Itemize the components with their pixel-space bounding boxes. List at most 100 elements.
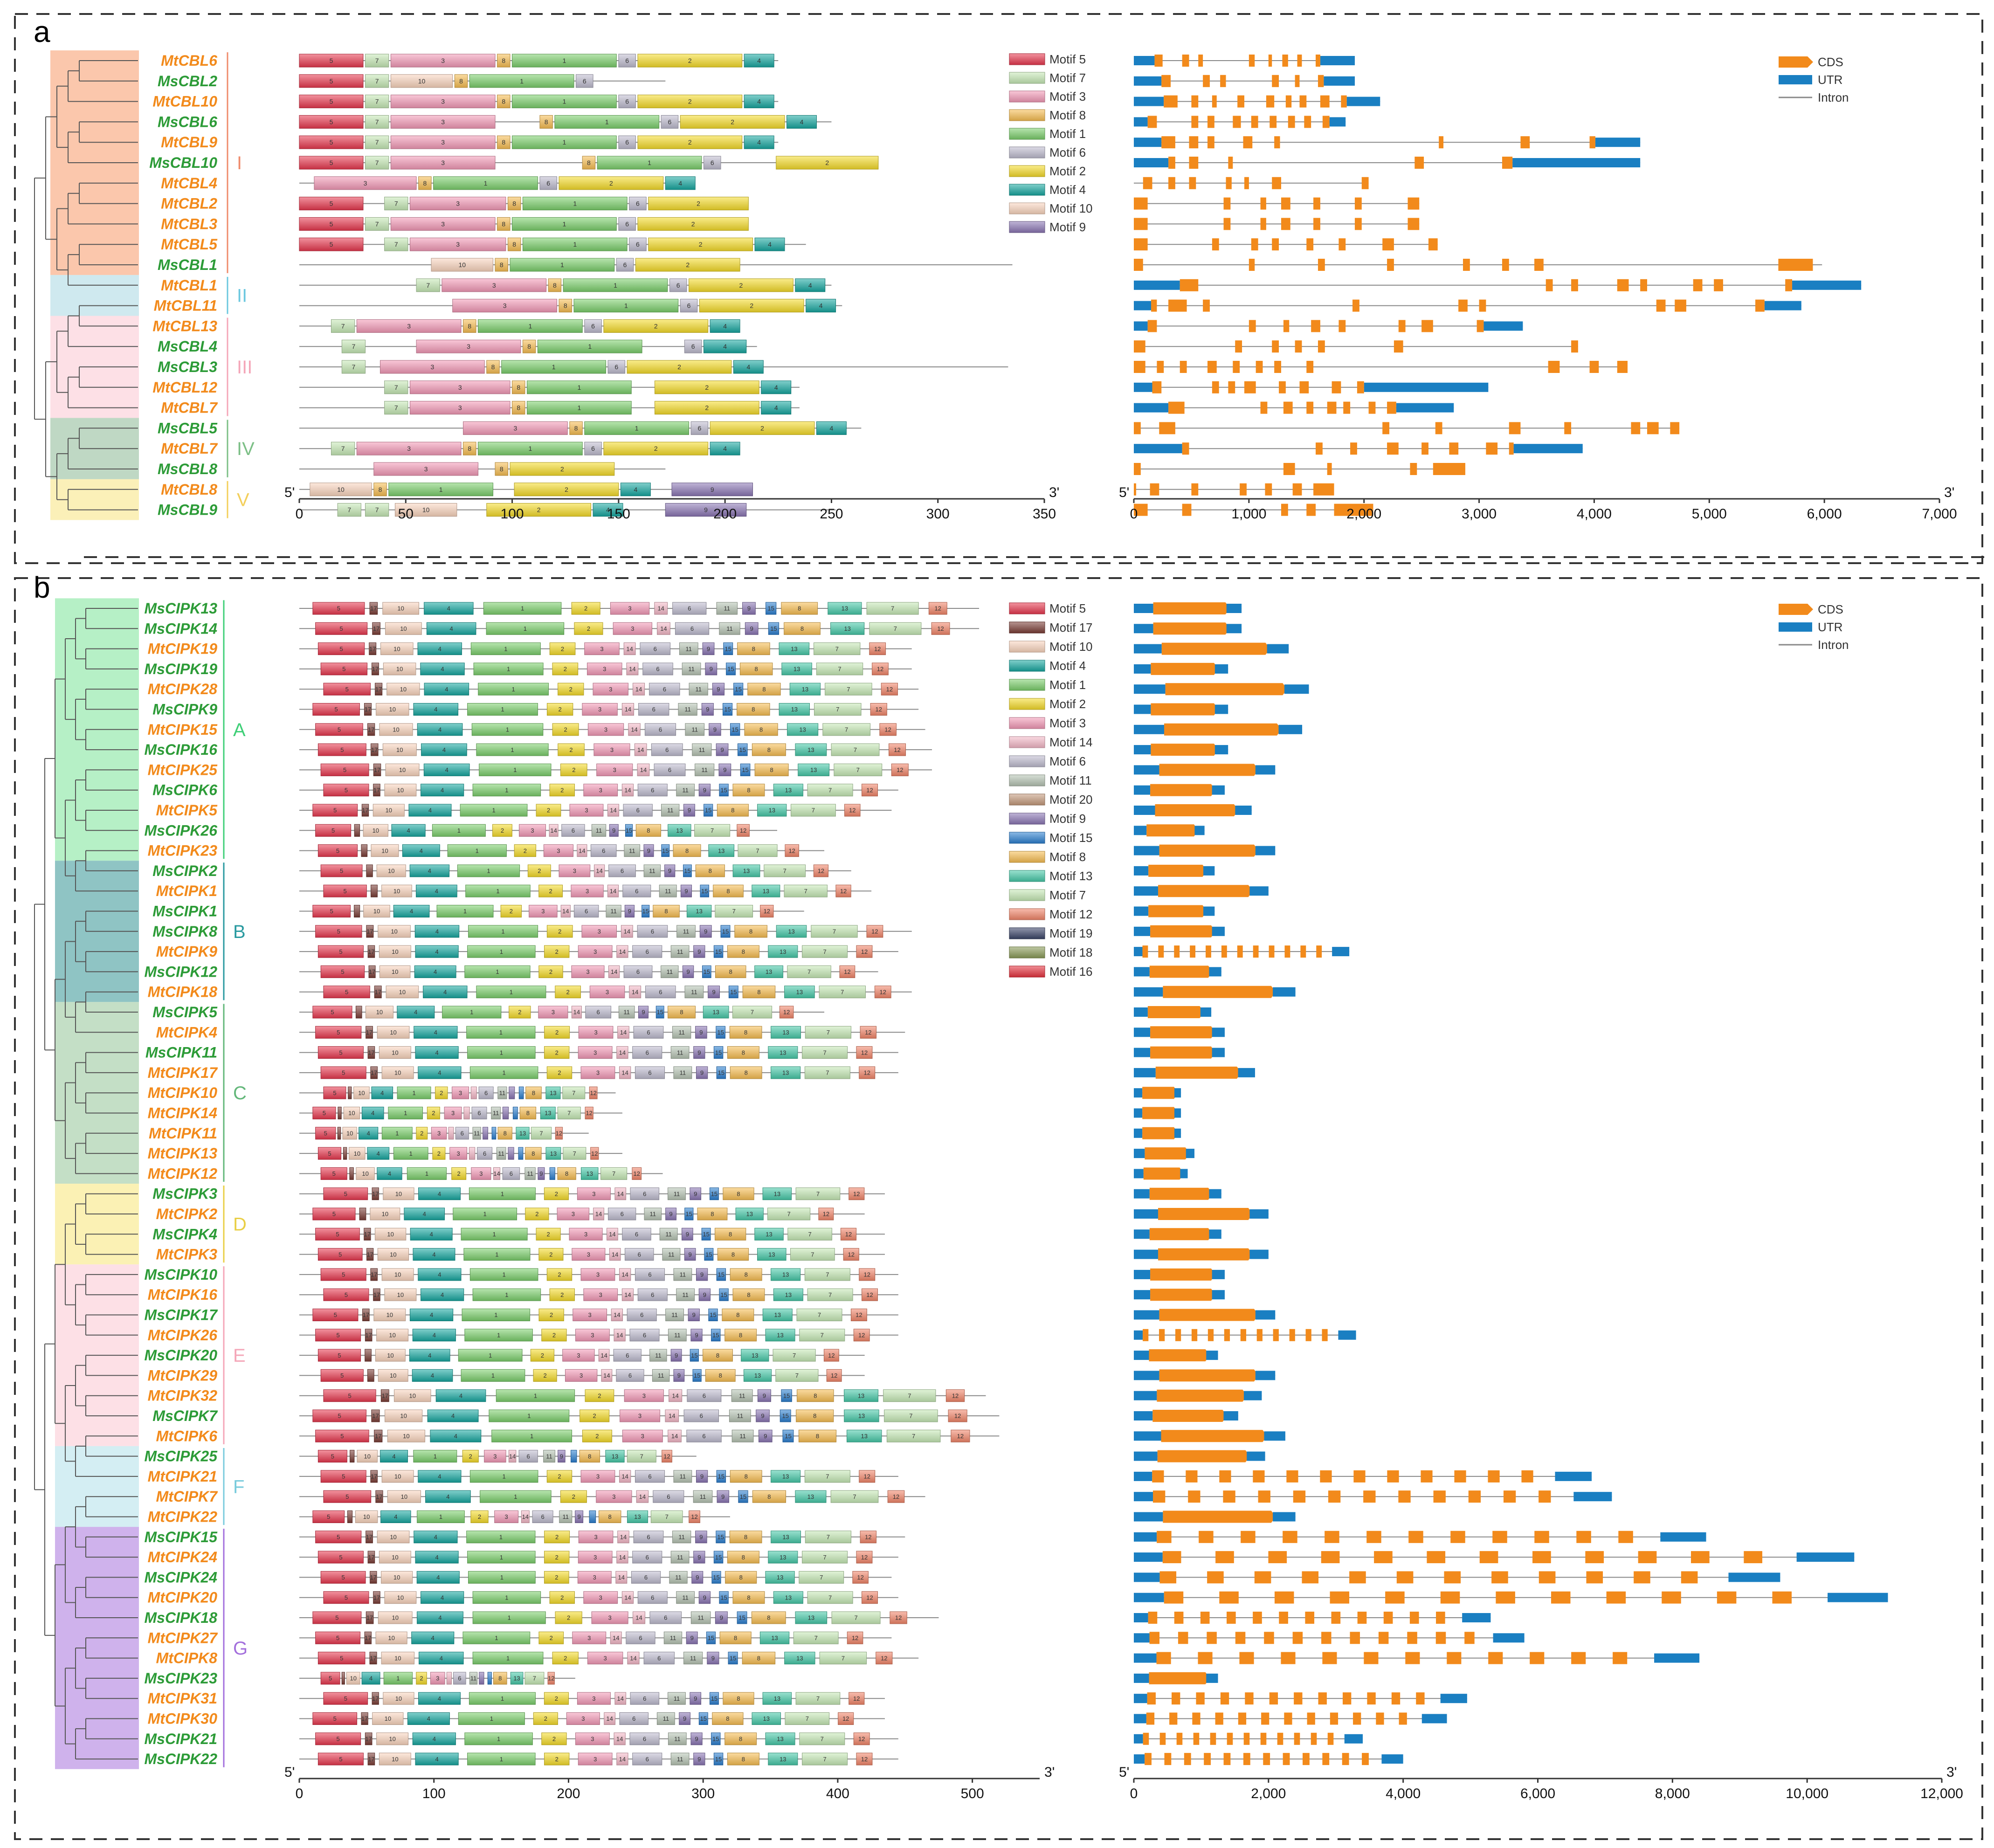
- motif-number: 9: [704, 928, 707, 935]
- motif-number: 1: [503, 1271, 506, 1278]
- motif-box: [565, 1369, 598, 1382]
- cds-exon: [1180, 361, 1187, 373]
- motif-number: 3: [593, 948, 597, 955]
- utr-segment: [1134, 1371, 1159, 1380]
- motif-number: 9: [707, 645, 710, 652]
- motif-number: 10: [390, 1372, 396, 1379]
- motif-number: 8: [726, 888, 730, 895]
- motif-box: [536, 1227, 561, 1241]
- motif-number: 7: [808, 1231, 811, 1238]
- motif-box: [574, 622, 603, 635]
- motif-number: 12: [871, 928, 878, 935]
- motif-box: [668, 824, 691, 837]
- cds-exon: [1142, 1127, 1179, 1139]
- motif-number: 6: [647, 1533, 650, 1540]
- motif-box: [671, 483, 753, 496]
- motif-box: [371, 662, 379, 676]
- motif-box: [476, 986, 546, 999]
- gene-name-MsCIPK11: MsCIPK11: [145, 1044, 217, 1061]
- cds-exon: [1617, 361, 1628, 373]
- motif-number: 13: [793, 666, 800, 673]
- motif-legend-b-label: Motif 1: [1049, 678, 1086, 692]
- motif-number: 8: [814, 1392, 817, 1399]
- motif-number: 6: [676, 282, 680, 289]
- cds-exon: [1339, 238, 1346, 251]
- motif-number: 8: [512, 200, 516, 207]
- motif-number: 4: [438, 1614, 442, 1621]
- motif-box: [465, 884, 531, 897]
- motif-number: 8: [564, 302, 567, 310]
- gene-name-MtCBL3: MtCBL3: [161, 215, 217, 232]
- motif-box: [480, 1490, 552, 1503]
- motif-box: [380, 1510, 411, 1523]
- motif-box: [693, 1490, 713, 1503]
- utr-segment: [1134, 1572, 1160, 1582]
- motif-box: [822, 723, 871, 736]
- motif-number: 17: [372, 1190, 379, 1197]
- motif-box: [742, 602, 756, 615]
- motif-box: [559, 176, 664, 190]
- motif-box: [371, 1409, 380, 1422]
- motif-legend-b-label: Motif 16: [1049, 965, 1093, 979]
- motif-box: [645, 986, 676, 999]
- motif-box: [365, 1329, 373, 1342]
- motif-number: 10: [388, 868, 394, 875]
- motif-box: [661, 965, 679, 978]
- motif-box: [416, 1672, 427, 1685]
- motif-number: 8: [553, 282, 557, 289]
- motif-number: 9: [723, 766, 726, 773]
- motif-box: [627, 1309, 657, 1321]
- motif-box: [522, 237, 628, 251]
- cds-exon: [1283, 1753, 1290, 1765]
- motif-box: [616, 258, 634, 272]
- motif-number: 1: [476, 847, 479, 854]
- motif-box: [370, 1571, 377, 1584]
- motif-legend-a-label: Motif 10: [1049, 201, 1093, 215]
- motif-box: [776, 156, 879, 170]
- gene-axis-a-three-prime: 3': [1944, 485, 1954, 500]
- motif-box: [320, 1470, 366, 1483]
- motif-box: [598, 1510, 621, 1523]
- cds-exon: [1150, 1268, 1216, 1281]
- motif-box: [633, 1611, 646, 1624]
- motif-number: 1: [495, 1634, 498, 1641]
- motif-number: 3: [592, 1190, 595, 1197]
- motif-number: 13: [612, 1453, 618, 1460]
- motif-box: [796, 1309, 842, 1321]
- motif-number: 17: [361, 1715, 368, 1722]
- motif-number: 8: [798, 605, 801, 612]
- motif-box: [779, 642, 810, 655]
- motif-number: 11: [726, 625, 733, 632]
- motif-number: 10: [396, 666, 403, 673]
- cds-exon: [1283, 401, 1293, 414]
- motif-number: 14: [625, 706, 631, 713]
- motif-number: 7: [375, 159, 379, 166]
- cds-exon: [1143, 1732, 1149, 1745]
- motif-number: 4: [438, 645, 442, 652]
- motif-number: 3: [593, 1574, 596, 1581]
- motif-box: [386, 986, 419, 999]
- motif-box: [637, 54, 743, 68]
- cds-exon: [1477, 320, 1484, 332]
- motif-number: 9: [703, 1594, 706, 1601]
- motif-box: [578, 945, 613, 958]
- motif-box: [648, 197, 749, 211]
- utr-segment: [1255, 1310, 1276, 1320]
- motif-number: 8: [737, 1190, 740, 1197]
- motif-number: 8: [739, 1331, 742, 1338]
- cds-exon: [1502, 259, 1509, 271]
- cds-exon: [1327, 401, 1337, 414]
- motif-number: 3: [598, 706, 601, 713]
- motif-number: 2: [555, 1029, 559, 1036]
- motif-box: [373, 1309, 406, 1321]
- motif-number: 5: [345, 1493, 349, 1500]
- motif-number: 5: [330, 220, 333, 228]
- cds-exon: [1416, 1692, 1425, 1705]
- motif-box: [341, 360, 366, 374]
- motif-number: 2: [555, 1049, 559, 1056]
- motif-number: 3: [600, 645, 603, 652]
- motif-number: 4: [434, 1029, 437, 1036]
- motif-legend-b-label: Motif 17: [1049, 621, 1093, 634]
- cds-exon: [1150, 925, 1216, 938]
- motif-number: 10: [373, 827, 379, 834]
